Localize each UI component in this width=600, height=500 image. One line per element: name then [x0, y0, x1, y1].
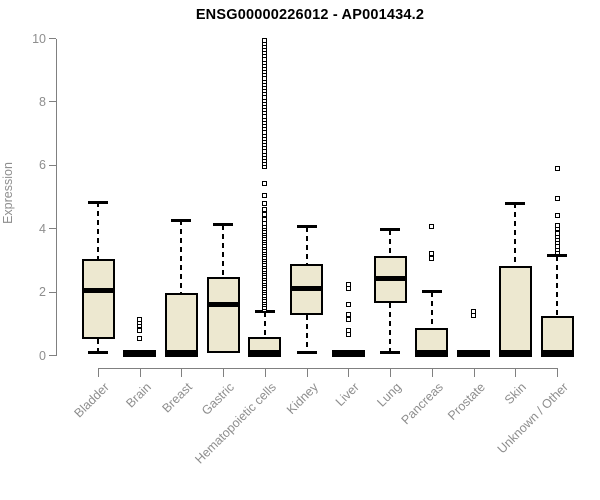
outlier-unknown-other [554, 223, 560, 229]
lower-whisker-bladder [97, 339, 99, 353]
y-tick [49, 101, 56, 103]
upper-whisker-bladder [97, 202, 99, 259]
outlier-liver [345, 327, 351, 333]
x-tick-hematopoietic-cells [264, 369, 266, 377]
median-lung [373, 275, 407, 281]
upper-whisker-cap-skin [505, 201, 526, 205]
y-tick-label: 0 [39, 348, 46, 363]
outlier-liver [345, 312, 351, 318]
box-bladder [81, 258, 115, 339]
x-tick-bladder [98, 369, 99, 377]
upper-whisker-cap-lung [380, 228, 401, 232]
y-tick-label: 8 [39, 94, 46, 109]
median-hematopoietic-cells [248, 349, 282, 357]
outlier-liver [345, 301, 351, 307]
y-tick [49, 291, 56, 293]
outlier-hematopoietic-cells [262, 200, 268, 206]
upper-whisker-cap-pancreas [421, 290, 442, 294]
upper-whisker-unknown-other [556, 255, 558, 316]
upper-whisker-hematopoietic-cells [263, 311, 266, 337]
outlier-liver [345, 332, 351, 338]
y-axis-title: Expression [1, 162, 15, 224]
outlier-liver [345, 317, 351, 323]
outlier-brain [137, 316, 143, 322]
x-tick-gastric [223, 369, 225, 377]
outlier-unknown-other [554, 165, 560, 171]
outlier-prostate [471, 308, 477, 314]
y-tick [49, 164, 56, 166]
y-axis-line [56, 38, 57, 356]
box-breast [164, 293, 198, 356]
outlier-hematopoietic-cells [262, 180, 268, 186]
collapsed-box-liver [331, 350, 365, 358]
x-tick-liver [348, 369, 350, 377]
upper-whisker-breast [180, 220, 183, 294]
median-skin [498, 349, 532, 357]
box-gastric [206, 276, 240, 353]
upper-whisker-cap-unknown-other [547, 254, 567, 258]
x-tick-prostate [473, 369, 475, 377]
x-tick-kidney [306, 369, 308, 377]
y-tick [49, 228, 56, 230]
y-tick-label: 10 [32, 31, 46, 46]
outlier-unknown-other [554, 212, 560, 218]
outlier-pancreas [429, 255, 435, 261]
outlier-hematopoietic-cells [262, 192, 268, 198]
lower-whisker-lung [389, 302, 392, 353]
outlier-unknown-other [554, 195, 560, 201]
upper-whisker-cap-breast [171, 218, 192, 222]
upper-whisker-gastric [222, 224, 225, 277]
chart-title: ENSG00000226012 - AP001434.2 [195, 7, 425, 23]
y-tick [49, 355, 56, 356]
upper-whisker-skin [514, 203, 517, 267]
collapsed-box-prostate [457, 350, 491, 358]
outlier-pancreas [429, 224, 435, 230]
lower-whisker-kidney [305, 314, 308, 353]
lower-whisker-cap-bladder [88, 350, 108, 354]
outlier-brain [137, 327, 143, 333]
upper-whisker-kidney [305, 226, 308, 265]
upper-whisker-cap-gastric [213, 223, 234, 227]
outlier-hematopoietic-cells [262, 37, 268, 43]
outlier-brain [137, 335, 143, 341]
x-tick-label-unknown-other: Unknown / Other [494, 380, 571, 457]
outlier-unknown-other [554, 230, 560, 236]
collapsed-box-brain [123, 350, 157, 358]
x-axis-line [98, 368, 558, 369]
outlier-pancreas [429, 250, 435, 256]
outlier-hematopoietic-cells [262, 207, 268, 213]
lower-whisker-cap-lung [380, 351, 401, 355]
y-tick-label: 6 [39, 158, 46, 173]
median-bladder [81, 288, 115, 293]
box-skin [498, 266, 532, 356]
outlier-liver [345, 281, 351, 287]
outlier-hematopoietic-cells [262, 211, 268, 217]
x-tick-unknown-other [557, 369, 558, 377]
y-tick-label: 4 [39, 221, 46, 236]
median-gastric [206, 301, 240, 307]
x-tick-brain [139, 369, 141, 377]
upper-whisker-cap-bladder [88, 200, 108, 204]
x-tick-lung [390, 369, 392, 377]
upper-whisker-lung [389, 229, 392, 256]
median-kidney [290, 285, 324, 291]
outlier-hematopoietic-cells [262, 221, 268, 227]
median-pancreas [415, 349, 449, 357]
median-unknown-other [540, 349, 574, 357]
x-tick-skin [515, 369, 517, 377]
y-tick [49, 38, 56, 39]
outlier-hematopoietic-cells [262, 216, 268, 222]
median-breast [164, 349, 198, 357]
upper-whisker-cap-kidney [296, 225, 317, 229]
lower-whisker-cap-kidney [296, 351, 317, 355]
x-tick-pancreas [431, 369, 433, 377]
y-tick-label: 2 [39, 285, 46, 300]
outlier-prostate [471, 313, 477, 319]
x-tick-breast [181, 369, 183, 377]
upper-whisker-pancreas [430, 291, 433, 328]
